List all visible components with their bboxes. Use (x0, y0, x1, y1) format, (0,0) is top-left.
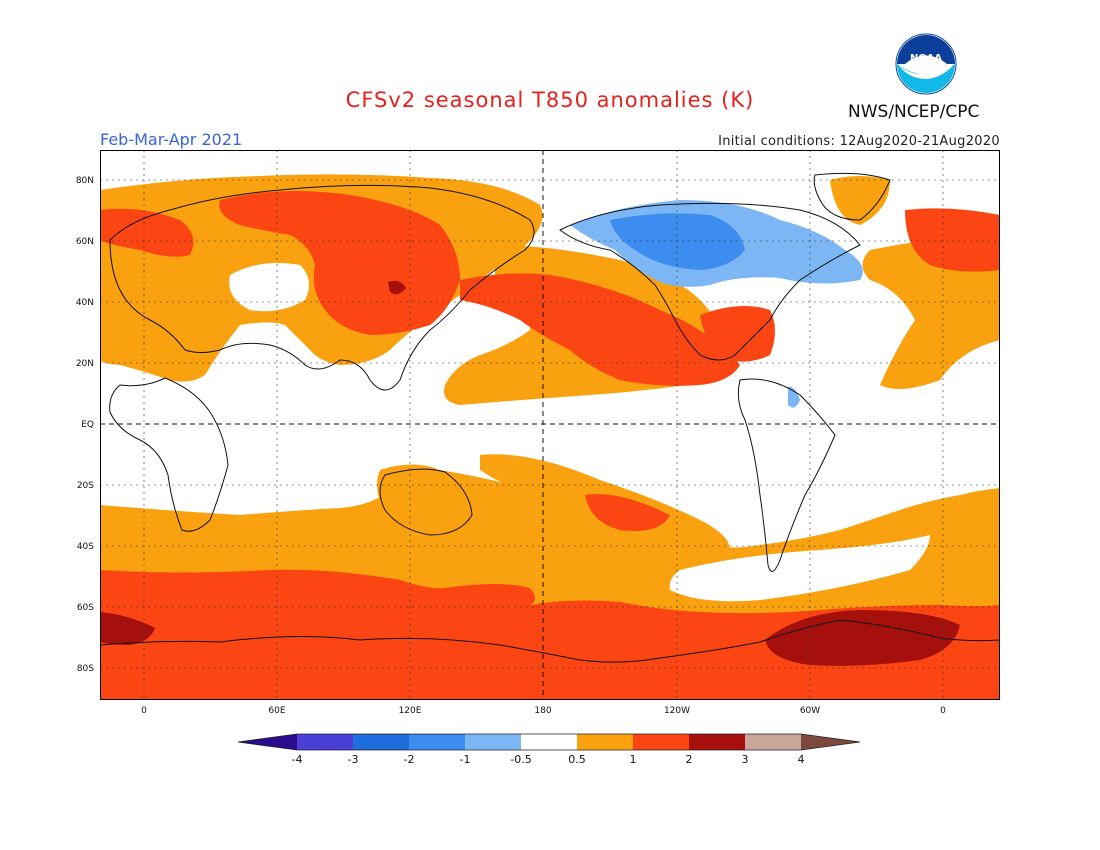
period-label: Feb-Mar-Apr 2021 (100, 130, 243, 149)
neutral-region-tropical-atlantic (669, 535, 930, 602)
lat-label: 60N (75, 237, 94, 247)
colorbar-swatch (353, 734, 409, 750)
coast-antarctica (100, 619, 1000, 663)
colorbar-label: 2 (685, 753, 693, 766)
noaa-logo: NOAA (895, 33, 957, 95)
lon-label: 0 (141, 706, 147, 716)
lat-label: EQ (81, 420, 94, 430)
colorbar-swatch (465, 734, 521, 750)
coast-africa (109, 377, 229, 532)
colorbar-label: -0.5 (510, 753, 532, 766)
anomaly-region-greenland (905, 208, 1000, 272)
coast-greenland (813, 172, 891, 221)
coast-south-america (737, 378, 836, 572)
colorbar-label: 1 (629, 753, 637, 766)
lat-label: 20N (75, 359, 94, 369)
logo-text: NOAA (910, 53, 942, 64)
colorbar-swatch (633, 734, 689, 750)
colorbar-swatch (745, 734, 801, 750)
lon-label: 0 (940, 706, 946, 716)
colorbar (238, 733, 861, 751)
lon-label: 180 (534, 706, 552, 716)
colorbar-swatch (577, 734, 633, 750)
colorbar-label: -3 (347, 753, 359, 766)
anomaly-region-southern-band (100, 569, 1000, 700)
anomaly-region-antarctic-east (765, 610, 960, 666)
colorbar-label: -4 (291, 753, 303, 766)
lon-label: 120E (398, 706, 422, 716)
lat-label: 80N (75, 176, 94, 186)
anomaly-region-europe (100, 208, 194, 257)
initial-conditions-label: Initial conditions: 12Aug2020-21Aug2020 (718, 134, 1000, 149)
colorbar-label: -2 (403, 753, 415, 766)
anomaly-region-south-pacific-spot (585, 494, 670, 531)
anomaly-region-north-america-east (700, 306, 775, 362)
org-label: NWS/NCEP/CPC (848, 102, 980, 122)
lat-label: 60S (76, 603, 94, 613)
colorbar-label: 0.5 (568, 753, 586, 766)
lat-label: 40N (75, 298, 94, 308)
colorbar-label: -1 (459, 753, 471, 766)
coast-eurasia (109, 184, 535, 391)
lon-label: 60E (268, 706, 286, 716)
colorbar-swatch (238, 734, 297, 750)
colorbar-swatch (409, 734, 465, 750)
coast-north-america (559, 202, 861, 361)
anomaly-region-australia (376, 464, 470, 535)
colorbar-swatch (297, 734, 353, 750)
lat-label: 40S (76, 542, 94, 552)
anomaly-region-antarctic-west (100, 612, 155, 645)
anomaly-region-asia-spot (388, 280, 406, 295)
colorbar-swatch (801, 734, 860, 750)
anomaly-region-canada-core (610, 213, 745, 270)
chart-title: CFSv2 seasonal T850 anomalies (K) (345, 88, 755, 112)
lat-label: 20S (76, 481, 94, 491)
colorbar-swatch (689, 734, 745, 750)
lon-label: 60W (799, 706, 821, 716)
anomaly-region-east-pacific (460, 273, 740, 386)
anomaly-region-south-america-cold (788, 386, 800, 408)
anomaly-region-arctic-canada (830, 176, 890, 225)
anomaly-map (100, 150, 1000, 700)
neutral-region-central-asia (229, 262, 309, 312)
lon-label: 120W (663, 706, 691, 716)
colorbar-swatch (521, 734, 577, 750)
anomaly-region-siberia (219, 191, 460, 335)
colorbar-label: 3 (741, 753, 749, 766)
lat-label: 80S (76, 664, 94, 674)
coast-australia (379, 468, 473, 536)
colorbar-label: 4 (797, 753, 805, 766)
